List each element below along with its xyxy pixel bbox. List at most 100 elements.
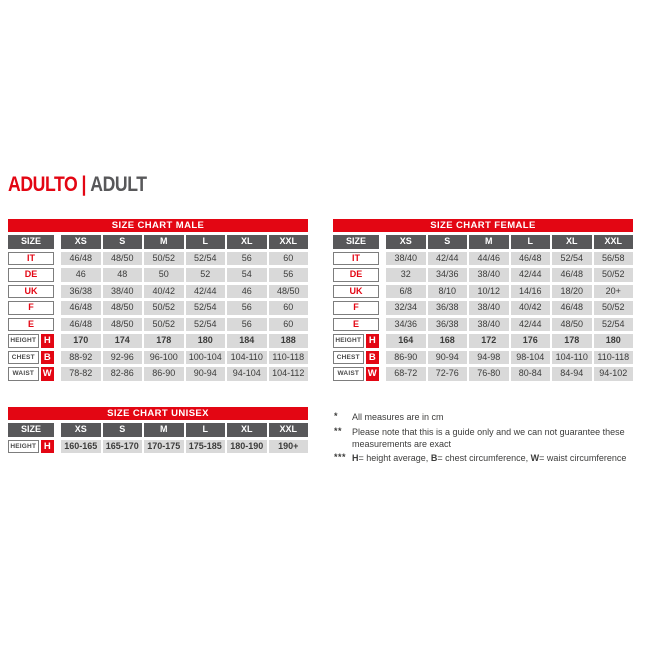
country-code-cell: F	[333, 301, 379, 315]
size-value-cell: 52/54	[552, 251, 592, 265]
measure-value-cell: 68-72	[386, 367, 426, 381]
measure-letter-cell: H	[40, 334, 54, 348]
measure-value-cell: 104-110	[227, 350, 267, 364]
size-value-cell: 40/42	[144, 284, 184, 298]
footnote-line: *** H= height average, B= chest circumfer…	[334, 452, 636, 464]
size-value-cell: 38/40	[469, 268, 509, 282]
measure-value-cell: 86-90	[144, 367, 184, 381]
size-value-cell: 48/50	[102, 301, 142, 315]
page-title-primary: ADULTO	[8, 173, 78, 196]
country-code-cell: DE	[333, 268, 379, 282]
footnote-line: * All measures are in cm	[334, 411, 636, 423]
measure-value-cell: 174	[102, 334, 142, 348]
table-grid: SIZE XS S M L XL XXL IT 46/48 48/50 50/52 52/54 56 60…	[8, 235, 308, 381]
size-value-cell: 50/52	[144, 317, 184, 331]
size-value-cell: 60	[268, 317, 308, 331]
size-value-cell: 36/38	[61, 284, 101, 298]
measure-label-cell: WAIST	[333, 367, 364, 381]
country-code-cell: IT	[333, 251, 379, 265]
size-value-cell: 32	[386, 268, 426, 282]
size-value-cell: 50	[144, 268, 184, 282]
size-value-cell: 50/52	[144, 301, 184, 315]
column-header-cell: M	[144, 235, 184, 249]
measure-value-cell: 84-94	[552, 367, 592, 381]
measure-value-cell: 164	[386, 334, 426, 348]
column-header-cell: L	[185, 235, 225, 249]
size-value-cell: 52/54	[593, 317, 633, 331]
measure-value-cell: 170	[61, 334, 101, 348]
measure-value-cell: 178	[144, 334, 184, 348]
size-value-cell: 48/50	[552, 317, 592, 331]
measure-label-cell: HEIGHT	[8, 439, 39, 453]
footnote-marker: *	[334, 411, 339, 421]
measure-label-group: WAIST W	[333, 367, 379, 381]
measure-letter-cell: B	[40, 350, 54, 364]
column-header-cell: M	[469, 235, 509, 249]
measure-value-cell: 184	[227, 334, 267, 348]
measure-label-group: WAIST W	[8, 367, 54, 381]
page-title-secondary: ADULT	[90, 173, 147, 196]
column-gutter	[381, 268, 384, 282]
measure-value-cell: 170-175	[144, 439, 184, 453]
measure-letter-cell: W	[40, 367, 54, 381]
size-header-cell: SIZE	[8, 235, 54, 249]
size-value-cell: 56	[227, 301, 267, 315]
size-header-cell: SIZE	[333, 235, 379, 249]
size-value-cell: 52/54	[185, 251, 225, 265]
measure-value-cell: 190+	[268, 439, 308, 453]
measure-value-cell: 168	[427, 334, 467, 348]
measure-value-cell: 172	[469, 334, 509, 348]
country-code-cell: UK	[333, 284, 379, 298]
measure-value-cell: 104-112	[268, 367, 308, 381]
size-value-cell: 14/16	[510, 284, 550, 298]
size-value-cell: 48/50	[268, 284, 308, 298]
size-value-cell: 8/10	[427, 284, 467, 298]
measure-value-cell: 188	[268, 334, 308, 348]
measure-value-cell: 72-76	[427, 367, 467, 381]
measure-label-cell: CHEST	[333, 350, 364, 364]
size-value-cell: 56	[227, 317, 267, 331]
page-title: ADULTO | ADULT	[8, 173, 147, 197]
size-value-cell: 50/52	[593, 268, 633, 282]
measure-letter-cell: H	[365, 334, 379, 348]
measure-label-cell: CHEST	[8, 350, 39, 364]
size-value-cell: 46/48	[61, 251, 101, 265]
size-value-cell: 56	[227, 251, 267, 265]
size-value-cell: 46	[61, 268, 101, 282]
measure-value-cell: 98-104	[510, 350, 550, 364]
column-header-cell: S	[102, 423, 142, 437]
table-title: SIZE CHART MALE	[8, 219, 308, 232]
measure-value-cell: 94-98	[469, 350, 509, 364]
footnote-marker: ***	[334, 452, 347, 462]
measure-label-group: HEIGHT H	[8, 334, 54, 348]
column-gutter	[56, 252, 59, 266]
measure-value-cell: 94-104	[227, 367, 267, 381]
column-header-cell: XL	[552, 235, 592, 249]
size-value-cell: 60	[268, 251, 308, 265]
column-gutter	[56, 423, 59, 437]
measure-value-cell: 80-84	[510, 367, 550, 381]
size-value-cell: 54	[227, 268, 267, 282]
column-header-cell: XL	[227, 423, 267, 437]
size-value-cell: 48/50	[102, 317, 142, 331]
column-header-cell: L	[510, 235, 550, 249]
size-value-cell: 50/52	[593, 301, 633, 315]
column-header-cell: XS	[61, 235, 101, 249]
measure-value-cell: 86-90	[386, 350, 426, 364]
column-gutter	[56, 235, 59, 249]
measure-label-cell: HEIGHT	[8, 334, 39, 348]
measure-value-cell: 110-118	[593, 350, 633, 364]
size-value-cell: 50/52	[144, 251, 184, 265]
table-title: SIZE CHART UNISEX	[8, 407, 308, 420]
measure-value-cell: 178	[552, 334, 592, 348]
column-gutter	[56, 334, 59, 348]
measure-value-cell: 176	[510, 334, 550, 348]
column-header-cell: XXL	[593, 235, 633, 249]
measure-label-cell: WAIST	[8, 367, 39, 381]
measure-value-cell: 94-102	[593, 367, 633, 381]
size-value-cell: 6/8	[386, 284, 426, 298]
measure-label-group: HEIGHT H	[8, 439, 54, 453]
country-code-cell: E	[333, 317, 379, 331]
measure-value-cell: 90-94	[427, 350, 467, 364]
size-value-cell: 38/40	[469, 301, 509, 315]
